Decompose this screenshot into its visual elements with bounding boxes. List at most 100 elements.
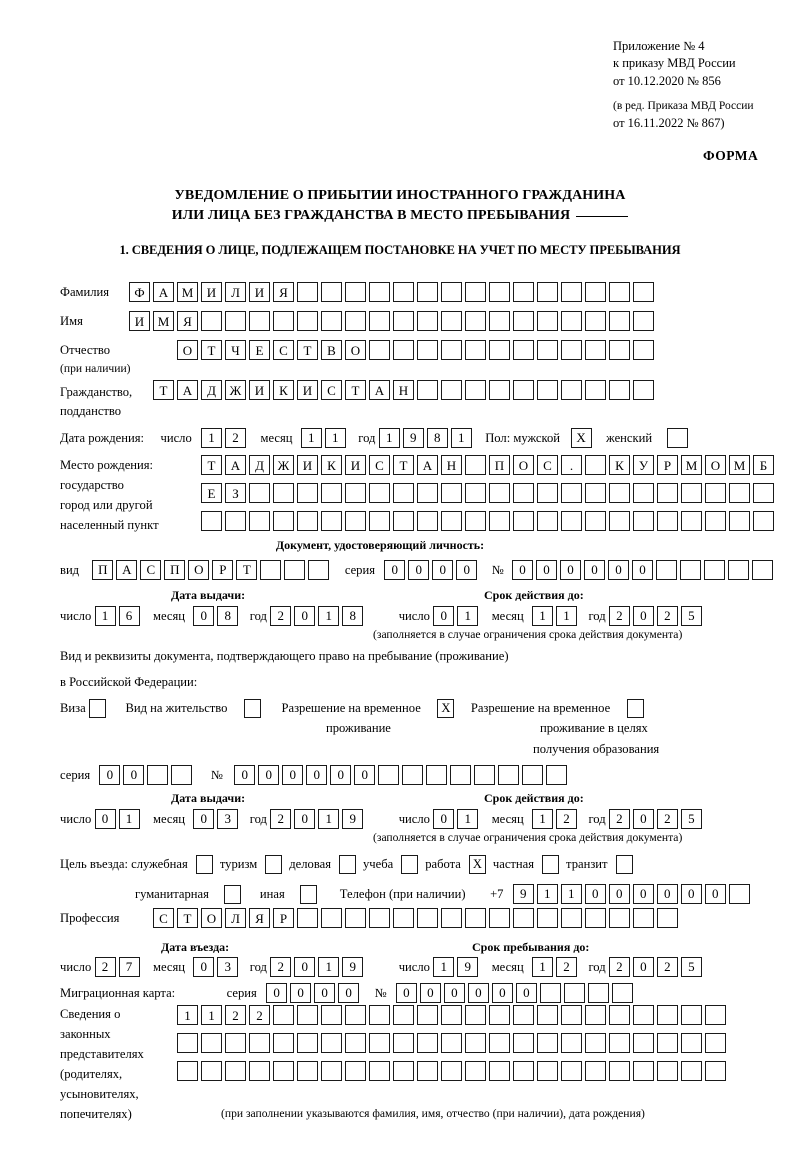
form-cell[interactable]: У — [633, 455, 654, 475]
form-cell[interactable]: 9 — [512, 884, 534, 904]
form-cell[interactable]: О — [705, 455, 726, 475]
form-cell[interactable] — [465, 282, 486, 302]
form-cell[interactable] — [585, 1061, 606, 1081]
form-cell[interactable]: 1 — [118, 809, 140, 829]
form-cell[interactable] — [297, 511, 318, 531]
form-cell[interactable]: 2 — [225, 428, 246, 448]
form-cell[interactable] — [417, 311, 438, 331]
form-cell[interactable] — [753, 483, 774, 503]
form-cell[interactable]: 1 — [531, 606, 553, 626]
form-cell[interactable]: 9 — [342, 957, 364, 977]
form-cell[interactable] — [585, 511, 606, 531]
form-cell[interactable]: К — [609, 455, 630, 475]
form-cell[interactable]: Т — [236, 560, 258, 580]
form-cell[interactable]: 2 — [94, 957, 116, 977]
form-cell[interactable] — [417, 1033, 438, 1053]
form-cell[interactable]: Р — [273, 908, 294, 928]
form-cell[interactable] — [465, 1061, 486, 1081]
form-cell[interactable] — [345, 483, 366, 503]
form-cell[interactable] — [369, 511, 390, 531]
form-cell[interactable] — [489, 483, 510, 503]
other-purpose-checkbox[interactable] — [300, 884, 318, 904]
form-cell[interactable] — [441, 1005, 462, 1025]
form-cell[interactable]: 0 — [258, 765, 280, 785]
form-cell[interactable]: 5 — [680, 957, 702, 977]
form-cell[interactable]: 9 — [457, 957, 479, 977]
form-cell[interactable]: 0 — [193, 957, 215, 977]
form-cell[interactable] — [321, 511, 342, 531]
form-cell[interactable]: 1 — [450, 428, 472, 448]
form-cell[interactable]: 0 — [314, 983, 336, 1003]
form-cell[interactable]: 0 — [456, 560, 478, 580]
form-cell[interactable] — [465, 483, 486, 503]
form-cell[interactable] — [369, 908, 390, 928]
form-cell[interactable]: 0 — [338, 983, 360, 1003]
form-cell[interactable]: 1 — [531, 957, 553, 977]
form-cell[interactable]: 1 — [201, 1005, 222, 1025]
form-cell[interactable] — [609, 311, 630, 331]
form-cell[interactable]: О — [513, 455, 534, 475]
purpose-checkbox-учеба[interactable] — [401, 855, 419, 874]
form-cell[interactable] — [273, 1005, 294, 1025]
form-cell[interactable] — [249, 1061, 270, 1081]
form-cell[interactable]: 0 — [99, 765, 121, 785]
form-cell[interactable] — [393, 511, 414, 531]
form-cell[interactable] — [177, 1033, 198, 1053]
form-cell[interactable] — [657, 1005, 678, 1025]
form-cell[interactable]: 2 — [656, 809, 678, 829]
form-cell[interactable]: М — [153, 311, 174, 331]
form-cell[interactable] — [225, 511, 246, 531]
form-cell[interactable]: З — [225, 483, 246, 503]
form-cell[interactable]: 0 — [608, 884, 630, 904]
form-cell[interactable] — [681, 1033, 702, 1053]
form-cell[interactable]: И — [297, 380, 318, 400]
form-cell[interactable] — [537, 311, 558, 331]
form-cell[interactable]: 1 — [300, 428, 322, 448]
form-cell[interactable] — [657, 908, 678, 928]
form-cell[interactable] — [681, 1061, 702, 1081]
form-cell[interactable] — [465, 1005, 486, 1025]
form-cell[interactable] — [681, 1005, 702, 1025]
form-cell[interactable] — [537, 282, 558, 302]
form-cell[interactable] — [611, 983, 633, 1003]
form-cell[interactable] — [417, 340, 438, 360]
form-cell[interactable]: 2 — [608, 957, 630, 977]
form-cell[interactable] — [656, 560, 678, 580]
form-cell[interactable] — [441, 511, 462, 531]
form-cell[interactable]: 0 — [408, 560, 430, 580]
form-cell[interactable]: Н — [393, 380, 414, 400]
form-cell[interactable]: Я — [273, 282, 294, 302]
form-cell[interactable] — [417, 1005, 438, 1025]
form-cell[interactable]: 2 — [555, 809, 577, 829]
form-cell[interactable] — [728, 560, 750, 580]
form-cell[interactable] — [297, 1033, 318, 1053]
form-cell[interactable]: Т — [201, 340, 222, 360]
form-cell[interactable] — [369, 1033, 390, 1053]
form-cell[interactable]: 0 — [608, 560, 630, 580]
form-cell[interactable] — [465, 340, 486, 360]
form-cell[interactable] — [609, 282, 630, 302]
form-cell[interactable] — [273, 311, 294, 331]
form-cell[interactable] — [441, 340, 462, 360]
form-cell[interactable] — [537, 511, 558, 531]
form-cell[interactable]: Н — [441, 455, 462, 475]
form-cell[interactable] — [441, 908, 462, 928]
form-cell[interactable]: О — [345, 340, 366, 360]
form-cell[interactable]: И — [249, 380, 270, 400]
form-cell[interactable]: Д — [201, 380, 222, 400]
form-cell[interactable] — [513, 340, 534, 360]
form-cell[interactable] — [705, 483, 726, 503]
purpose-checkbox-работа[interactable]: X — [468, 855, 486, 874]
form-cell[interactable] — [513, 311, 534, 331]
form-cell[interactable]: 0 — [584, 884, 606, 904]
form-cell[interactable] — [561, 282, 582, 302]
form-cell[interactable] — [225, 1061, 246, 1081]
form-cell[interactable]: 0 — [432, 560, 454, 580]
